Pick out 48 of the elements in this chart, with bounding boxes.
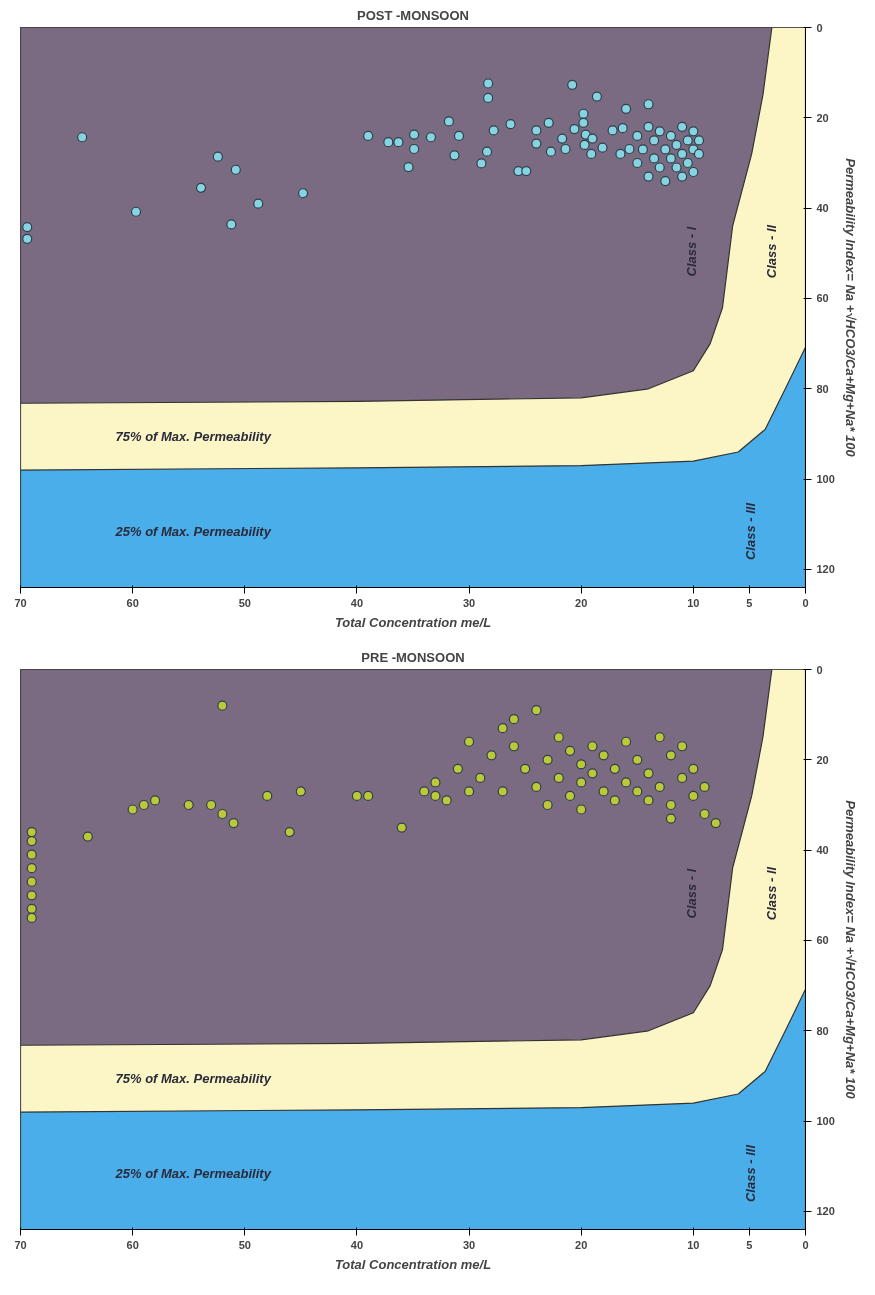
chart-title: POST -MONSOON [357,7,469,23]
x-axis-title: Total Concentration me/L [334,1256,492,1272]
y-axis-title: Permeability Index= Na +√HCO3/Ca+Mg+Na* 100 [842,800,858,1100]
annotation: 75% of Max. Permeability [115,1070,272,1086]
y-tick-label: 0 [816,21,823,34]
x-tick-label: 60 [126,596,139,609]
annotation: Class - III [743,502,759,561]
y-tick-label: 40 [816,202,829,215]
x-tick-label: 20 [575,596,588,609]
x-tick-label: 70 [14,1238,27,1251]
x-tick-label: 0 [802,1238,809,1251]
x-tick-label: 70 [14,596,27,609]
annotation: Class - II [764,866,780,921]
x-tick-label: 30 [462,1238,476,1251]
x-tick-label: 10 [687,1238,700,1251]
x-tick-label: 10 [687,596,700,609]
y-tick-label: 40 [816,844,829,857]
annotation: Class - I [684,868,700,919]
x-tick-label: 30 [462,596,476,609]
x-tick-label: 60 [126,1238,139,1251]
x-tick-label: 50 [238,596,251,609]
x-tick-label: 20 [575,1238,588,1251]
y-axis-title: Permeability Index= Na +√HCO3/Ca+Mg+Na* 100 [842,158,858,458]
y-tick-label: 80 [816,382,829,395]
x-axis-title: Total Concentration me/L [334,614,492,630]
annotation: Class - I [684,226,700,277]
x-tick-label: 40 [350,1238,364,1251]
x-tick-label: 5 [746,596,753,609]
y-tick-label: 100 [816,473,835,486]
y-tick-label: 60 [816,292,829,305]
x-tick-label: 0 [802,596,809,609]
x-tick-label: 40 [350,596,364,609]
y-tick-label: 20 [816,753,829,766]
annotation: 75% of Max. Permeability [115,428,272,444]
y-tick-label: 120 [816,563,835,576]
annotation: Class - III [743,1144,759,1203]
annotation: Class - II [764,224,780,279]
annotation: 25% of Max. Permeability [114,524,272,539]
annotation: 25% of Max. Permeability [114,1166,272,1181]
y-tick-label: 0 [816,663,823,676]
y-tick-label: 120 [816,1205,835,1218]
y-tick-label: 20 [816,111,829,124]
chart-title: PRE -MONSOON [361,649,465,665]
x-tick-label: 50 [238,1238,251,1251]
y-tick-label: 100 [816,1115,835,1128]
y-tick-label: 60 [816,934,829,947]
x-tick-label: 5 [746,1238,753,1251]
y-tick-label: 80 [816,1024,829,1037]
